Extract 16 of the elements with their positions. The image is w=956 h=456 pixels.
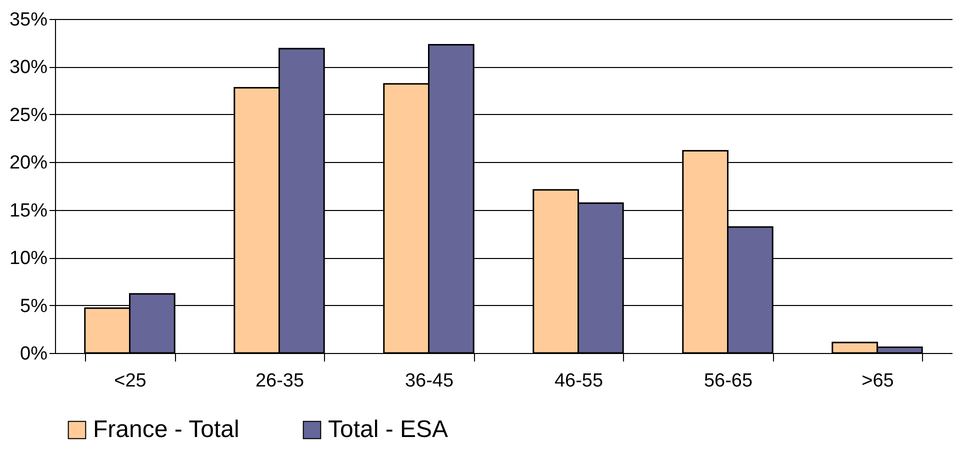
legend-label: France - Total [93,416,240,443]
y-tick-label: 10% [9,248,48,270]
x-tick-label: 26-35 [255,370,304,392]
x-tick-label: 46-55 [554,370,604,392]
y-tick-label: 15% [9,200,48,222]
x-tick-label: 36-45 [404,370,454,392]
y-tick-label: 25% [9,104,48,126]
y-tick-label: 0% [20,344,48,364]
x-tick-label: >65 [862,370,894,392]
legend-label: Total - ESA [328,416,448,443]
y-tick-label: 20% [9,152,48,174]
x-tick-label: 56-65 [704,370,753,392]
y-tick-label: 35% [9,10,48,30]
y-tick-label: 5% [20,296,48,317]
x-tick-label: <25 [114,370,146,392]
y-tick-label: 30% [9,57,48,78]
